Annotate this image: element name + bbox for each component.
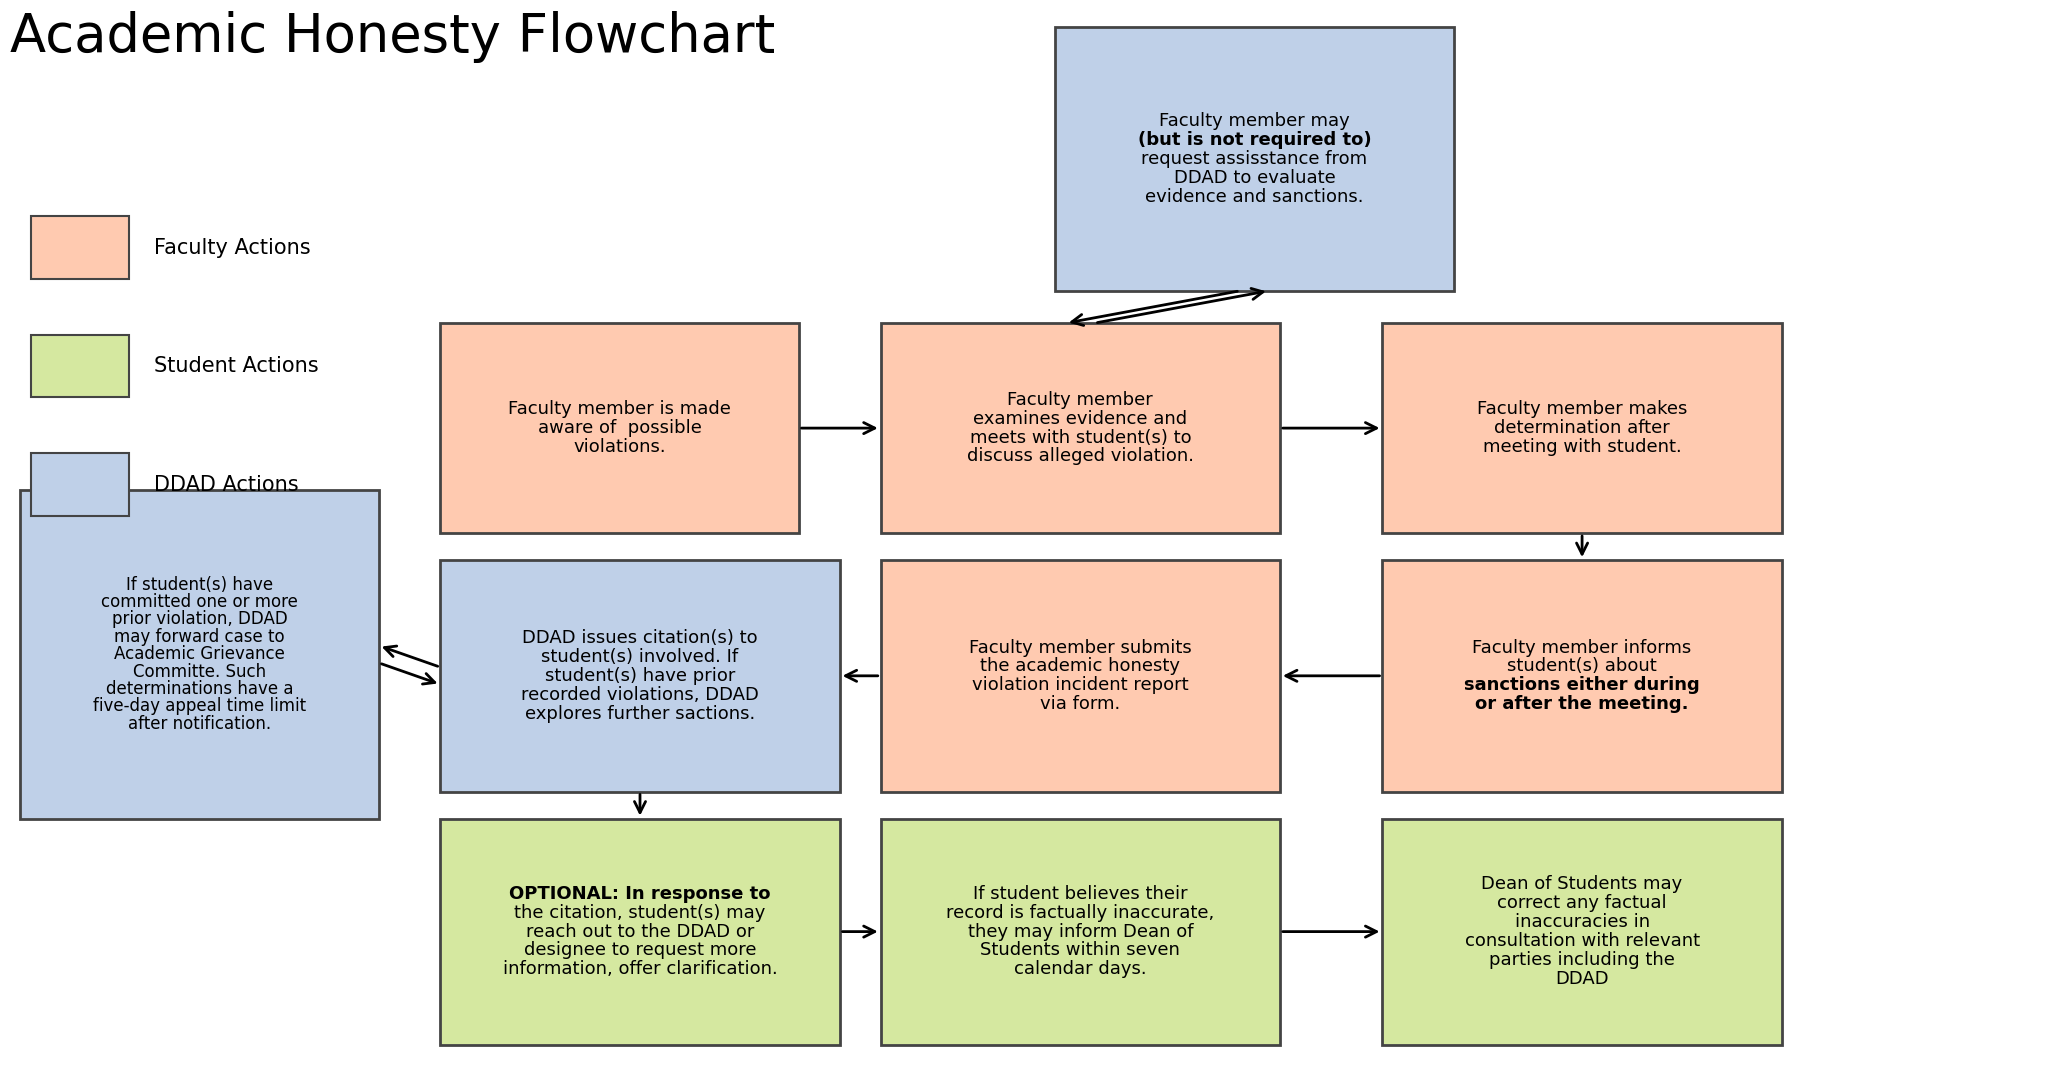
Text: OPTIONAL: In response to: OPTIONAL: In response to bbox=[510, 885, 770, 903]
Text: recorded violations, DDAD: recorded violations, DDAD bbox=[520, 686, 760, 703]
Text: request assisstance from: request assisstance from bbox=[1141, 150, 1368, 168]
Text: prior violation, DDAD: prior violation, DDAD bbox=[113, 611, 287, 629]
Text: the academic honesty: the academic honesty bbox=[981, 657, 1180, 675]
Text: or after the meeting.: or after the meeting. bbox=[1475, 695, 1690, 713]
FancyBboxPatch shape bbox=[440, 560, 840, 792]
Text: inaccuracies in: inaccuracies in bbox=[1516, 913, 1649, 932]
FancyBboxPatch shape bbox=[31, 453, 129, 516]
Text: meeting with student.: meeting with student. bbox=[1483, 438, 1681, 456]
Text: sanctions either during: sanctions either during bbox=[1464, 676, 1700, 695]
Text: meets with student(s) to: meets with student(s) to bbox=[969, 429, 1192, 447]
FancyBboxPatch shape bbox=[1382, 323, 1782, 533]
Text: violations.: violations. bbox=[573, 438, 666, 456]
Text: five-day appeal time limit: five-day appeal time limit bbox=[92, 698, 307, 715]
Text: violation incident report: violation incident report bbox=[973, 676, 1188, 695]
Text: Academic Grievance: Academic Grievance bbox=[115, 645, 285, 663]
Text: determinations have a: determinations have a bbox=[106, 680, 293, 698]
FancyBboxPatch shape bbox=[20, 490, 379, 819]
Text: DDAD Actions: DDAD Actions bbox=[154, 475, 299, 494]
Text: consultation with relevant: consultation with relevant bbox=[1464, 932, 1700, 950]
FancyBboxPatch shape bbox=[31, 216, 129, 279]
FancyBboxPatch shape bbox=[881, 819, 1280, 1045]
Text: student(s) involved. If: student(s) involved. If bbox=[541, 648, 739, 666]
Text: student(s) about: student(s) about bbox=[1507, 657, 1657, 675]
FancyBboxPatch shape bbox=[440, 323, 799, 533]
Text: they may inform Dean of: they may inform Dean of bbox=[967, 923, 1194, 940]
Text: parties including the: parties including the bbox=[1489, 951, 1675, 969]
Text: via form.: via form. bbox=[1040, 695, 1120, 713]
Text: evidence and sanctions.: evidence and sanctions. bbox=[1145, 187, 1364, 206]
Text: determination after: determination after bbox=[1495, 419, 1669, 437]
FancyBboxPatch shape bbox=[1382, 819, 1782, 1045]
FancyBboxPatch shape bbox=[1055, 27, 1454, 291]
Text: discuss alleged violation.: discuss alleged violation. bbox=[967, 447, 1194, 465]
Text: after notification.: after notification. bbox=[129, 715, 270, 732]
Text: Faculty member: Faculty member bbox=[1008, 391, 1153, 409]
Text: Faculty member is made: Faculty member is made bbox=[508, 401, 731, 418]
FancyBboxPatch shape bbox=[440, 819, 840, 1045]
Text: Faculty member submits: Faculty member submits bbox=[969, 639, 1192, 657]
FancyBboxPatch shape bbox=[1382, 560, 1782, 792]
Text: (but is not required to): (but is not required to) bbox=[1137, 131, 1372, 149]
Text: designee to request more: designee to request more bbox=[524, 941, 756, 960]
Text: examines evidence and: examines evidence and bbox=[973, 409, 1188, 428]
Text: Dean of Students may: Dean of Students may bbox=[1481, 876, 1683, 894]
Text: information, offer clarification.: information, offer clarification. bbox=[502, 961, 778, 978]
Text: committed one or more: committed one or more bbox=[100, 593, 299, 611]
Text: DDAD issues citation(s) to: DDAD issues citation(s) to bbox=[522, 629, 758, 647]
Text: may forward case to: may forward case to bbox=[115, 628, 285, 646]
Text: Faculty member informs: Faculty member informs bbox=[1473, 639, 1692, 657]
Text: Students within seven: Students within seven bbox=[981, 941, 1180, 960]
Text: If student believes their: If student believes their bbox=[973, 885, 1188, 903]
Text: explores further sactions.: explores further sactions. bbox=[524, 704, 756, 723]
FancyBboxPatch shape bbox=[31, 335, 129, 397]
Text: correct any factual: correct any factual bbox=[1497, 894, 1667, 912]
FancyBboxPatch shape bbox=[881, 560, 1280, 792]
Text: aware of  possible: aware of possible bbox=[537, 419, 702, 437]
Text: If student(s) have: If student(s) have bbox=[127, 576, 272, 593]
Text: DDAD to evaluate: DDAD to evaluate bbox=[1174, 169, 1335, 186]
Text: Committe. Such: Committe. Such bbox=[133, 662, 266, 681]
Text: Faculty member makes: Faculty member makes bbox=[1477, 401, 1688, 418]
Text: record is factually inaccurate,: record is factually inaccurate, bbox=[946, 904, 1214, 922]
Text: student(s) have prior: student(s) have prior bbox=[545, 667, 735, 685]
Text: Faculty member may: Faculty member may bbox=[1159, 112, 1350, 130]
Text: calendar days.: calendar days. bbox=[1014, 961, 1147, 978]
Text: the citation, student(s) may: the citation, student(s) may bbox=[514, 904, 766, 922]
Text: reach out to the DDAD or: reach out to the DDAD or bbox=[526, 923, 754, 940]
Text: Student Actions: Student Actions bbox=[154, 356, 317, 376]
Text: Academic Honesty Flowchart: Academic Honesty Flowchart bbox=[10, 11, 776, 62]
Text: DDAD: DDAD bbox=[1554, 969, 1610, 988]
FancyBboxPatch shape bbox=[881, 323, 1280, 533]
Text: Faculty Actions: Faculty Actions bbox=[154, 238, 309, 257]
